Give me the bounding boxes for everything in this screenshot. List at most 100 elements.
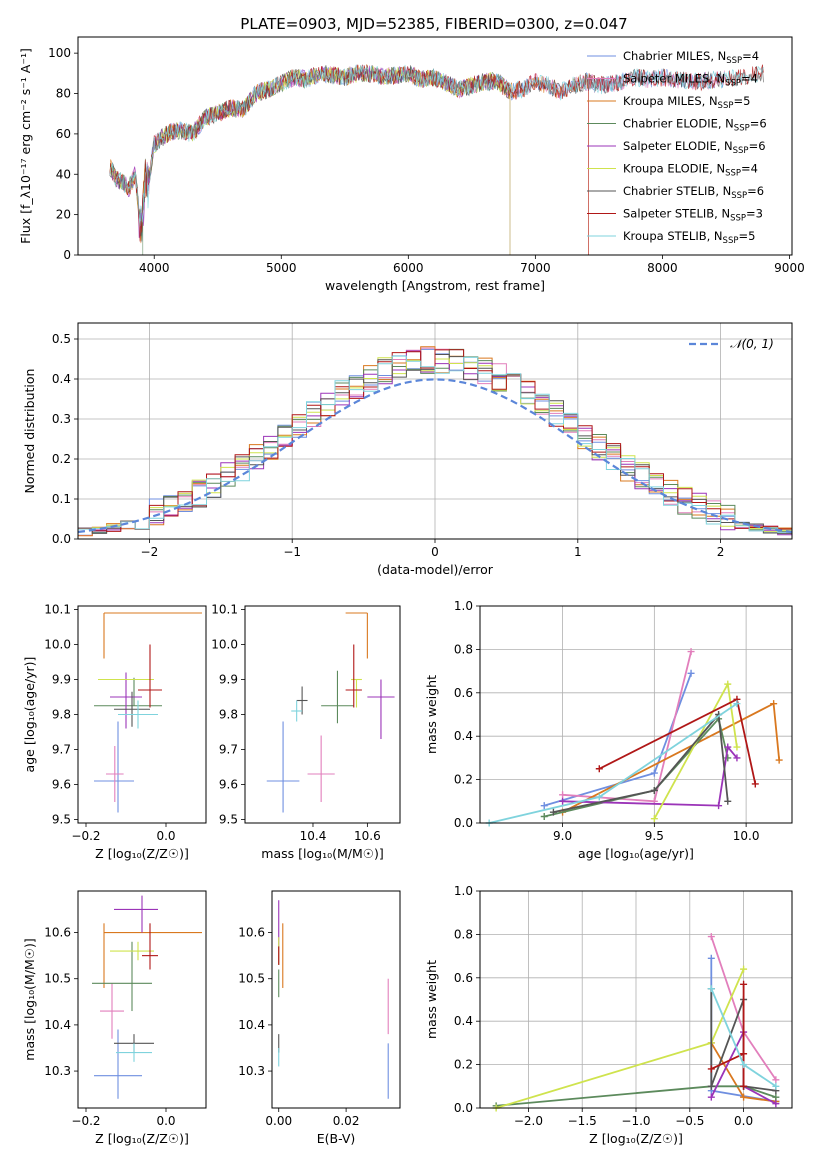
errorbar-salpeter_miles	[106, 746, 124, 802]
axes-frame	[271, 890, 401, 1109]
y-tick-label: 10.1	[44, 603, 71, 617]
panel-weight_vs_age: 9.0 9.5 10.0 0.0 0.2 0.4 0.6 0.8 1.0 age [log₁₀(a…	[424, 599, 793, 861]
errorbar-salpeter_stelib	[138, 644, 162, 708]
histogram-kroupa_stelib	[78, 355, 792, 533]
y-tick-label: 10.4	[238, 1018, 265, 1032]
weight-marker-kroupa_miles	[775, 756, 783, 764]
weight-marker-kroupa_stelib	[595, 793, 603, 801]
y-tick-label: 10.3	[238, 1064, 265, 1078]
weight-marker-salpeter_stelib	[751, 780, 759, 788]
y-tick-label: 0.2	[454, 773, 473, 787]
errorbar-chabrier_miles	[266, 721, 300, 813]
spectrum-line-kroupa_miles	[109, 64, 589, 255]
weight-marker-salpeter_stelib	[595, 765, 603, 773]
x-tick-label: 1	[574, 545, 582, 559]
y-tick-label: 1.0	[454, 884, 473, 898]
weight-marker-salpeter_elodie	[772, 1100, 780, 1108]
legend-entry-salpeter_elodie: Salpeter ELODIE, NSSP=6	[623, 139, 766, 156]
x-tick-label: 10.4	[300, 829, 327, 843]
panel-age_vs_mass: 10.4 10.6 9.5 9.6 9.7 9.8 9.9 10.0 10.1 mass [log…	[211, 603, 401, 861]
y-tick-label: 0.1	[52, 492, 71, 506]
weight-marker-kroupa_elodie	[724, 680, 732, 688]
spectrum-line-chabrier_elodie	[109, 65, 511, 255]
plot-area	[278, 900, 389, 1099]
y-tick-label: 10.6	[238, 926, 265, 940]
y-tick-label: 9.6	[52, 778, 71, 792]
weight-marker-salpeter_elodie	[733, 754, 741, 762]
plot-area	[109, 64, 764, 255]
weight-line-kroupa_miles	[562, 702, 781, 813]
weight-line-chabrier_elodie	[543, 716, 729, 818]
weight-marker-chabrier_stelib	[707, 1082, 715, 1090]
axes-frame	[479, 605, 793, 824]
weight-marker-kroupa_stelib	[733, 700, 741, 708]
weight-marker-kroupa_stelib	[707, 985, 715, 993]
axes-frame	[244, 605, 401, 824]
y-tick-label: 0	[63, 248, 71, 262]
y-tick-label: 0.4	[454, 1014, 473, 1028]
y-tick-label: 9.5	[219, 813, 238, 827]
y-tick-label: 10.0	[211, 638, 238, 652]
y-tick-label: 1.0	[454, 599, 473, 613]
y-tick-label: 10.5	[238, 972, 265, 986]
errorbar-salpeter_miles	[307, 735, 335, 802]
weight-marker-chabrier_elodie	[540, 812, 548, 820]
weight-marker-chabrier_stelib	[650, 786, 658, 794]
x-tick-label: 5000	[266, 261, 297, 275]
x-tick-label: 0.0	[734, 1114, 753, 1128]
plot-area	[266, 612, 395, 813]
errorbar-kroupa_stelib	[116, 1043, 152, 1062]
y-tick-label: 9.6	[219, 778, 238, 792]
x-axis-label: age [log₁₀(age/yr)]	[578, 846, 694, 861]
errorbar-salpeter_elodie	[110, 672, 142, 729]
weight-marker-salpeter_elodie	[707, 1093, 715, 1101]
panel-mass_vs_Z: −0.2 0.0 10.3 10.4 10.5 10.6 Z [log₁₀(Z/Z☉)] ma…	[22, 890, 207, 1146]
errorbar-chabrier_miles	[94, 1029, 142, 1099]
y-tick-label: 0.0	[454, 816, 473, 830]
y-tick-label: 10.6	[44, 926, 71, 940]
x-tick-label: −0.2	[71, 1114, 100, 1128]
weight-marker-chabrier_stelib	[549, 808, 557, 816]
errorbar-salpeter_elodie	[114, 895, 158, 933]
errorbar-salpeter_stelib	[142, 923, 158, 970]
x-axis-label: E(B-V)	[317, 1131, 356, 1146]
errorbar-kroupa_stelib	[118, 700, 158, 729]
plot-area	[77, 346, 793, 537]
weight-marker-salpeter_stelib	[740, 980, 748, 988]
weight-marker-kroupa_stelib	[740, 1061, 748, 1069]
x-tick-label: 6000	[393, 261, 424, 275]
y-tick-label: 0.2	[454, 1058, 473, 1072]
y-tick-label: 80	[56, 87, 71, 101]
y-axis-label: mass weight	[424, 960, 439, 1039]
y-axis-label: Normed distribution	[22, 369, 37, 494]
errorbar-kroupa_elodie	[110, 941, 154, 961]
weight-marker-kroupa_miles	[770, 700, 778, 708]
weight-marker-chabrier_miles	[540, 802, 548, 810]
weight-marker-salpeter_miles	[687, 648, 695, 656]
axes-frame	[479, 890, 793, 1109]
spectrum-line-kroupa_elodie	[109, 64, 511, 255]
legend-entry-kroupa_stelib: Kroupa STELIB, NSSP=5	[623, 229, 755, 246]
x-axis-label: Z [log₁₀(Z/Z☉)]	[95, 1131, 189, 1146]
legend-entry-salpeter_miles: Salpeter MILES, NSSP=4	[623, 72, 758, 89]
y-axis-label: age [log₁₀(age/yr)]	[22, 657, 37, 773]
y-axis-label: mass [log₁₀(M/M☉)]	[22, 938, 37, 1060]
axes-frame	[77, 605, 207, 824]
y-tick-label: 10.4	[44, 1018, 71, 1032]
y-tick-label: 40	[56, 167, 71, 181]
weight-line-chabrier_stelib	[553, 712, 729, 813]
errorbar-kroupa_stelib	[291, 700, 303, 722]
x-axis-label: Z [log₁₀(Z/Z☉)]	[95, 846, 189, 861]
y-tick-label: 0.4	[52, 372, 71, 386]
y-tick-label: 0.0	[454, 1101, 473, 1115]
y-tick-label: 0.6	[454, 686, 473, 700]
x-tick-label: 0.00	[265, 1114, 292, 1128]
y-tick-label: 0.8	[454, 642, 473, 656]
y-axis-label: Flux [f_λ10⁻¹⁷ erg cm⁻² s⁻¹ A⁻¹]	[18, 48, 33, 244]
weight-marker-chabrier_elodie	[772, 1093, 780, 1101]
plot-area	[94, 612, 202, 813]
x-tick-label: −0.2	[71, 829, 100, 843]
x-tick-label: 4000	[139, 261, 170, 275]
y-tick-label: 0.8	[454, 927, 473, 941]
